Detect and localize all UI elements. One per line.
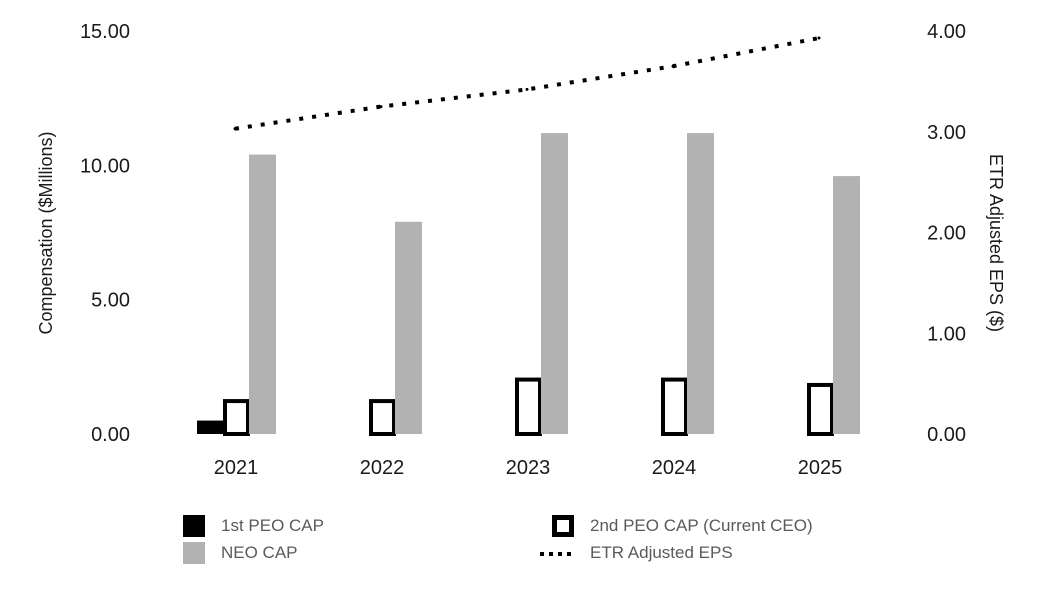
right-axis-ticks: 0.00 1.00 2.00 3.00 4.00 xyxy=(927,21,966,446)
eps-point-2021 xyxy=(233,127,237,131)
bar-marks xyxy=(197,133,860,437)
eps-line-series xyxy=(233,36,821,131)
legend-label: 2nd PEO CAP (Current CEO) xyxy=(590,516,813,535)
x-tick-label: 2023 xyxy=(506,457,551,479)
left-tick-label: 0.00 xyxy=(91,424,130,446)
eps-point-2025 xyxy=(817,36,821,40)
eps-point-2024 xyxy=(671,64,675,68)
legend-label: ETR Adjusted EPS xyxy=(590,543,733,562)
x-axis-ticks: 2021 2022 2023 2024 2025 xyxy=(214,457,843,479)
left-tick-label: 5.00 xyxy=(91,290,130,312)
left-tick-label: 15.00 xyxy=(80,21,130,43)
right-tick-label: 1.00 xyxy=(927,323,966,345)
bar-neo-cap-2022 xyxy=(395,221,422,434)
outlined-square-icon xyxy=(552,515,574,537)
bar-neo-cap-2025 xyxy=(833,176,860,434)
eps-point-2023 xyxy=(525,87,529,91)
eps-point-2022 xyxy=(379,105,383,109)
bar-1st-peo-cap-2021 xyxy=(197,420,224,434)
bar-2nd-peo-cap-2024 xyxy=(661,377,688,436)
right-axis-title: ETR Adjusted EPS ($) xyxy=(986,154,1006,332)
x-tick-label: 2022 xyxy=(360,457,405,479)
legend-label: NEO CAP xyxy=(221,543,298,562)
bar-neo-cap-2023 xyxy=(541,133,568,435)
bar-2nd-peo-cap-2021 xyxy=(223,399,250,436)
x-tick-label: 2021 xyxy=(214,457,259,479)
right-tick-label: 2.00 xyxy=(927,223,966,245)
x-tick-label: 2024 xyxy=(652,457,697,479)
right-tick-label: 0.00 xyxy=(927,424,966,446)
bar-2nd-peo-cap-2022 xyxy=(369,399,396,436)
right-tick-label: 3.00 xyxy=(927,122,966,144)
left-axis-title: Compensation ($Millions) xyxy=(36,131,56,334)
left-axis-ticks: 0.00 5.00 10.00 15.00 xyxy=(80,21,130,446)
solid-black-square-icon xyxy=(183,515,205,537)
left-tick-label: 10.00 xyxy=(80,155,130,177)
solid-gray-square-icon xyxy=(183,542,205,564)
dotted-line-icon xyxy=(540,552,576,556)
bar-2nd-peo-cap-2023 xyxy=(515,377,542,436)
right-tick-label: 4.00 xyxy=(927,21,966,43)
bar-2nd-peo-cap-2025 xyxy=(807,382,834,437)
x-tick-label: 2025 xyxy=(798,457,843,479)
bar-neo-cap-2024 xyxy=(687,133,714,435)
legend-label: 1st PEO CAP xyxy=(221,516,324,535)
bar-neo-cap-2021 xyxy=(249,154,276,434)
